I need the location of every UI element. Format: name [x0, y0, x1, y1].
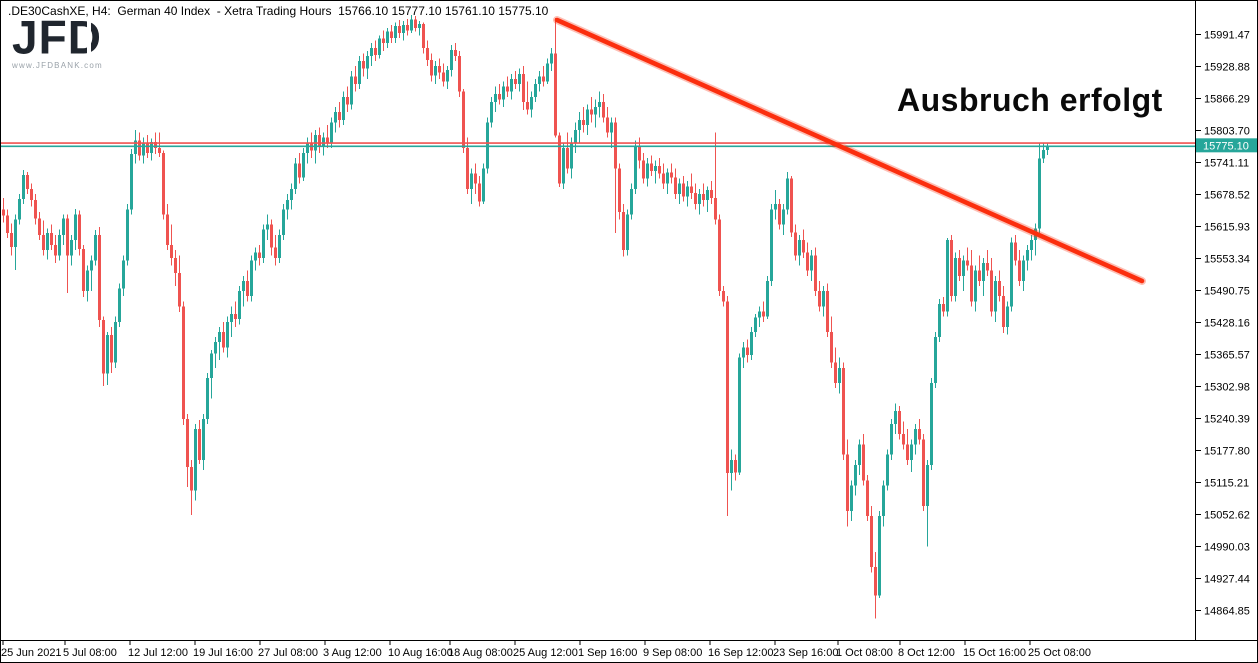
date-tick-label: 1 Oct 08:00 — [836, 647, 893, 659]
date-tick-label: 10 Aug 16:00 — [388, 647, 453, 659]
date-tick-label: 9 Sep 08:00 — [643, 647, 702, 659]
price-tick-label: 14864.85 — [1204, 606, 1250, 618]
price-tick-label: 15365.57 — [1204, 350, 1250, 362]
price-tick-label: 15615.93 — [1204, 222, 1250, 234]
candles-layer — [2, 15, 1049, 619]
price-tick-label: 15553.34 — [1204, 254, 1250, 266]
price-tick-label: 14990.03 — [1204, 542, 1250, 554]
breakout-annotation: Ausbruch erfolgt — [897, 82, 1163, 118]
date-tick-label: 18 Aug 08:00 — [448, 647, 513, 659]
price-tick-label: 15428.16 — [1204, 318, 1250, 330]
date-tick-label: 5 Jul 08:00 — [63, 647, 117, 659]
trendline[interactable] — [553, 16, 1146, 285]
price-tick-label: 15490.75 — [1204, 286, 1250, 298]
price-tick-label: 15678.52 — [1204, 190, 1250, 202]
price-lines-layer — [0, 142, 1196, 148]
last-price-badge: 15775.10 — [1196, 138, 1257, 153]
date-tick-label: 25 Oct 08:00 — [1028, 647, 1091, 659]
date-tick-label: 25 Jun 2021 — [1, 647, 62, 659]
price-tick-label: 15240.39 — [1204, 414, 1250, 426]
date-tick-label: 19 Jul 16:00 — [193, 647, 253, 659]
date-tick-label: 25 Aug 12:00 — [513, 647, 578, 659]
date-tick-label: 27 Jul 08:00 — [258, 647, 318, 659]
date-tick-label: 8 Oct 12:00 — [898, 647, 955, 659]
price-tick-label: 15928.88 — [1204, 62, 1250, 74]
svg-text:15775.10: 15775.10 — [1203, 140, 1249, 152]
price-tick-label: 15991.47 — [1204, 30, 1250, 42]
jfd-logo-url: www.JFDBANK.com — [12, 61, 103, 70]
date-tick-label: 16 Sep 12:00 — [708, 647, 773, 659]
date-tick-label: 23 Sep 16:00 — [773, 647, 838, 659]
price-tick-label: 15302.98 — [1204, 382, 1250, 394]
price-tick-label: 14927.44 — [1204, 574, 1250, 586]
price-tick-label: 15052.62 — [1204, 510, 1250, 522]
chart-title: .DE30CashXE, H4: German 40 Index - Xetra… — [8, 4, 549, 18]
date-tick-label: 3 Aug 12:00 — [323, 647, 382, 659]
jfd-logo-text-d: D — [67, 10, 102, 64]
price-tick-label: 15177.80 — [1204, 446, 1250, 458]
price-tick-label: 15741.11 — [1204, 158, 1249, 170]
date-tick-label: 12 Jul 12:00 — [128, 647, 188, 659]
price-tick-label: 15115.21 — [1204, 478, 1249, 490]
jfd-logo: JFD www.JFDBANK.com — [12, 14, 103, 70]
date-tick-label: 1 Sep 16:00 — [578, 647, 637, 659]
price-tick-label: 15803.70 — [1204, 126, 1250, 138]
price-tick-label: 15866.29 — [1204, 94, 1250, 106]
date-tick-label: 15 Oct 16:00 — [963, 647, 1026, 659]
jfd-logo-text-jf: JF — [12, 10, 68, 64]
